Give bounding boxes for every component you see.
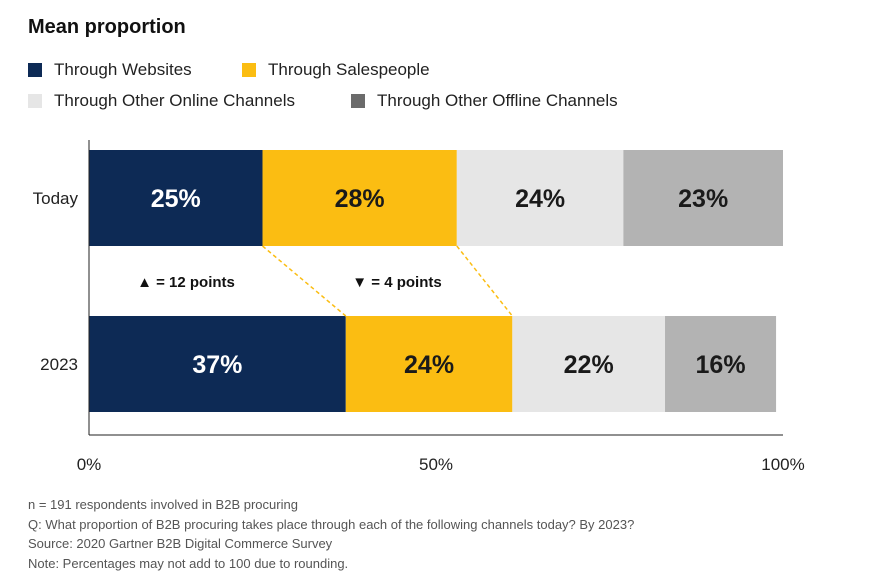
chart-notes: n = 191 respondents involved in B2B proc…	[28, 495, 634, 573]
legend-label: Through Other Offline Channels	[377, 91, 618, 110]
chart-title: Mean proportion	[28, 16, 186, 38]
legend-label: Through Websites	[54, 60, 192, 79]
legend-swatch	[28, 63, 42, 77]
legend-item-websites: Through Websites	[28, 60, 192, 80]
note-line: n = 191 respondents involved in B2B proc…	[28, 497, 298, 512]
legend-item-other-online: Through Other Online Channels	[28, 91, 295, 111]
x-tick-label: 100%	[761, 455, 804, 474]
data-label: 25%	[151, 185, 201, 213]
note-line: Q: What proportion of B2B procuring take…	[28, 516, 635, 532]
legend-item-other-offline: Through Other Offline Channels	[351, 91, 618, 111]
bar-segment	[262, 150, 457, 246]
stacked-bar-chart: 25% 28% 24% 23% Today 37% 24% 22% 16% 2023 ▲ = 12 …	[33, 140, 805, 474]
data-label: 24%	[404, 351, 454, 379]
legend-item-salespeople: Through Salespeople	[242, 60, 430, 80]
data-label: 22%	[564, 351, 614, 379]
note-line: Source: 2020 Gartner B2B Digital Commerc…	[28, 536, 333, 551]
bar-segment	[665, 316, 777, 412]
change-annotation: ▲ = 12 points	[137, 274, 235, 291]
bar-segment	[456, 150, 624, 246]
change-annotation: ▼ = 4 points	[352, 274, 441, 291]
x-tick-label: 50%	[419, 455, 453, 474]
connector-line	[262, 245, 347, 317]
data-label: 23%	[678, 185, 728, 213]
legend-label: Through Other Online Channels	[54, 91, 295, 110]
bar-segment	[512, 316, 666, 412]
note-line: Note: Percentages may not add to 100 due…	[28, 555, 349, 571]
bar-segment	[623, 150, 783, 246]
bar-segment	[89, 150, 263, 246]
legend-swatch	[28, 94, 42, 108]
legend-swatch	[242, 63, 256, 77]
data-label: 16%	[696, 351, 746, 379]
data-label: 28%	[335, 185, 385, 213]
data-label: 24%	[515, 185, 565, 213]
bar-segment	[345, 316, 513, 412]
category-label: 2023	[40, 355, 78, 374]
category-label: Today	[33, 189, 79, 208]
x-tick-label: 0%	[77, 455, 102, 474]
connector-line	[456, 245, 513, 317]
bar-segment	[89, 316, 346, 412]
data-label: 37%	[192, 351, 242, 379]
legend-swatch	[351, 94, 365, 108]
legend-label: Through Salespeople	[268, 60, 430, 79]
